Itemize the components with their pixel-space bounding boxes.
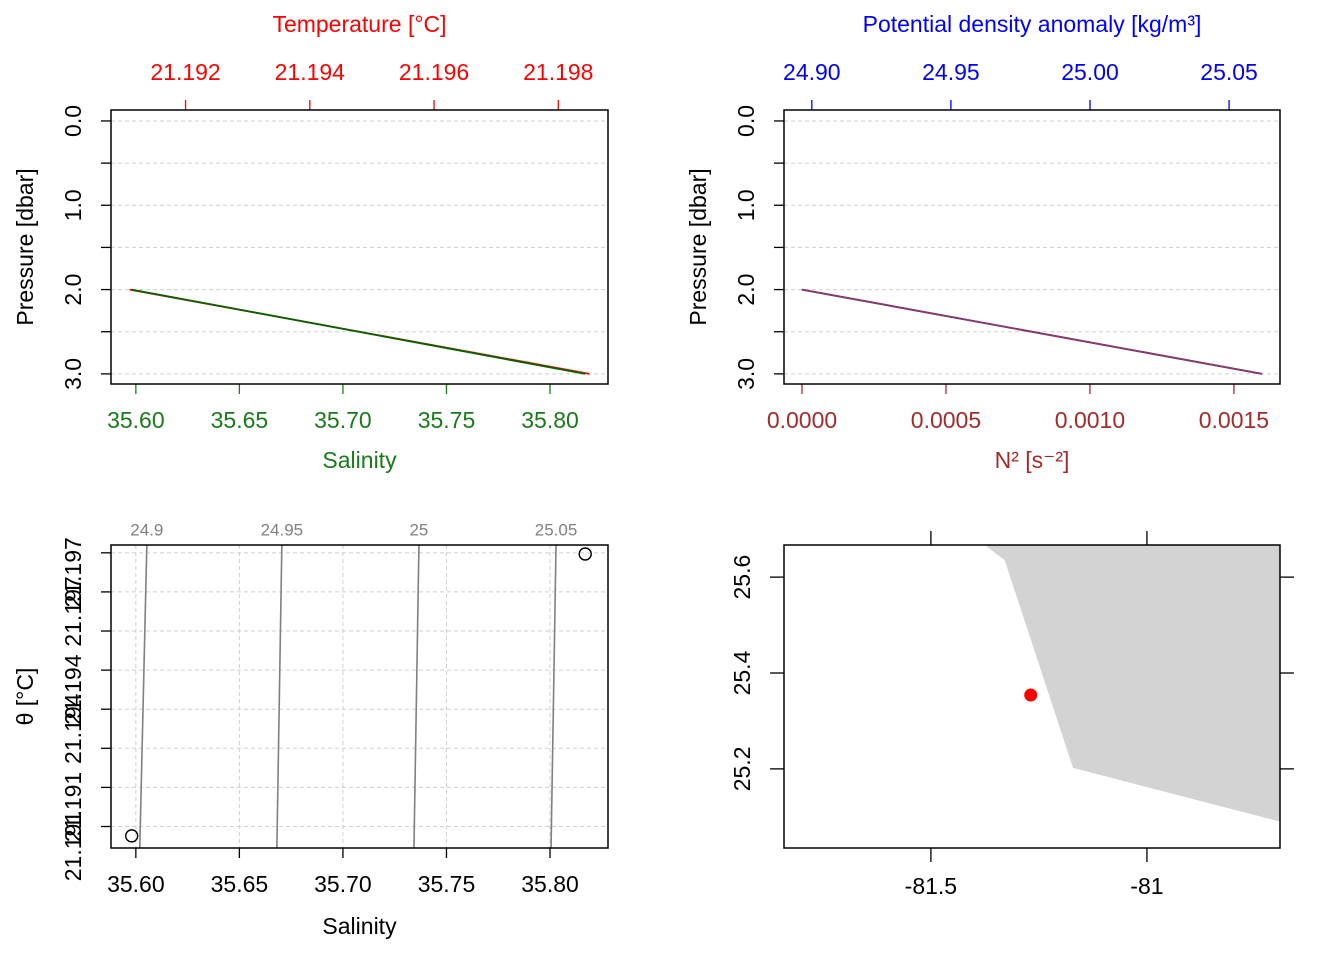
y-tick-label: 3.0 [733, 358, 759, 390]
y-tick-label: 25.6 [729, 555, 755, 600]
isopycnal [550, 544, 557, 849]
x-tick-label: 24.90 [783, 59, 841, 85]
x-axis-title: N² [s⁻²] [995, 447, 1070, 473]
land [984, 545, 1280, 822]
x-tick-label: 0.0005 [911, 407, 981, 433]
x-tick-label: 25.00 [1061, 59, 1119, 85]
x-tick-label: 0.0015 [1199, 407, 1269, 433]
x-axis-title: Potential density anomaly [kg/m³] [863, 11, 1202, 37]
x-tick-label: 35.60 [107, 871, 165, 897]
y-tick-label: 21.194 [60, 693, 86, 764]
ts-point [578, 547, 592, 561]
x-axis-title: Salinity [322, 447, 397, 473]
x-tick-label: 21.198 [523, 59, 593, 85]
x-tick-label: 35.80 [521, 407, 579, 433]
isopycnal-label: 25.05 [535, 520, 578, 539]
ts-point [125, 829, 139, 843]
y-tick-label: 0.0 [733, 105, 759, 137]
x-tick-label: 0.0010 [1055, 407, 1125, 433]
x-tick-label: 35.65 [211, 871, 269, 897]
x-tick-label: 35.65 [211, 407, 269, 433]
y-tick-label: 21.191 [60, 772, 86, 842]
y-tick-label: 21.194 [60, 654, 86, 725]
y-tick-label: 1.0 [60, 189, 86, 221]
profile-line [131, 288, 586, 375]
x-tick-label: 21.192 [150, 59, 220, 85]
isopycnal-label: 24.9 [130, 520, 163, 539]
profile-line [801, 288, 1263, 375]
isopycnal-label: 24.95 [261, 520, 304, 539]
x-tick-label: -81 [1130, 873, 1163, 899]
x-tick-label: 35.70 [314, 407, 372, 433]
x-tick-label: 35.60 [107, 407, 165, 433]
x-tick-label: -81.5 [905, 873, 957, 899]
y-tick-label: 0.0 [60, 105, 86, 137]
y-axis-title: θ [°C] [12, 668, 38, 726]
isopycnal [276, 544, 283, 849]
x-tick-label: 21.196 [399, 59, 469, 85]
y-tick-label: 1.0 [733, 189, 759, 221]
x-tick-label: 25.05 [1200, 59, 1258, 85]
isopycnal [138, 544, 148, 849]
x-tick-label: 35.80 [521, 871, 579, 897]
isopycnal [413, 544, 420, 849]
y-tick-label: 21.197 [60, 537, 86, 607]
plot-box [110, 109, 609, 385]
plot-box [783, 109, 1281, 385]
y-tick-label: 21.197 [60, 576, 86, 646]
y-tick-label: 2.0 [60, 274, 86, 306]
y-tick-label: 25.4 [729, 650, 755, 695]
isopycnal-label: 25 [409, 520, 428, 539]
y-tick-label: 21.191 [60, 811, 86, 881]
x-tick-label: 35.75 [418, 407, 476, 433]
station [1024, 688, 1038, 702]
plot-box [783, 544, 1281, 849]
y-tick-label: 25.2 [729, 747, 755, 792]
plot-box [110, 544, 609, 849]
x-tick-label: 35.75 [418, 871, 476, 897]
y-axis-title: Pressure [dbar] [12, 168, 38, 325]
y-tick-label: 2.0 [733, 274, 759, 306]
x-axis-title: Salinity [322, 913, 397, 939]
x-axis-title: Temperature [°C] [272, 11, 446, 37]
x-tick-label: 35.70 [314, 871, 372, 897]
x-tick-label: 0.0000 [767, 407, 837, 433]
y-tick-label: 3.0 [60, 358, 86, 390]
x-tick-label: 24.95 [922, 59, 980, 85]
x-tick-label: 21.194 [275, 59, 346, 85]
y-axis-title: Pressure [dbar] [685, 168, 711, 325]
